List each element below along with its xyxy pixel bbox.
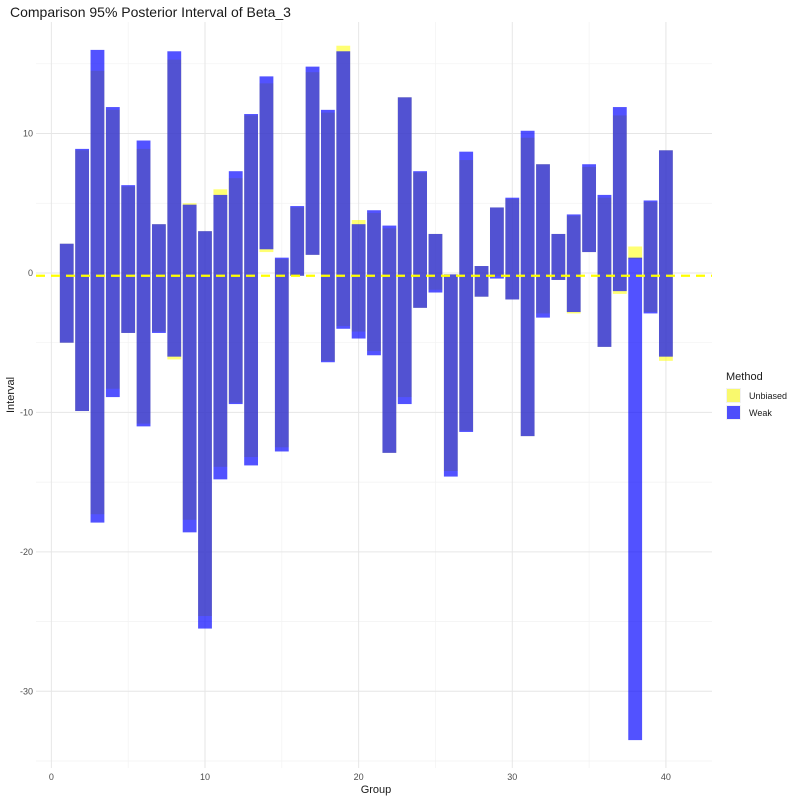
- weak-interval-bar: [489, 207, 504, 279]
- unbiased-legend-label: Unbiased: [749, 391, 787, 401]
- weak-interval-bar: [566, 214, 581, 313]
- weak-interval-bar: [75, 148, 90, 412]
- y-tick-label: -30: [20, 686, 33, 696]
- weak-interval-bar: [536, 164, 550, 318]
- weak-interval-bar: [612, 107, 627, 292]
- weak-interval-bar: [228, 171, 243, 405]
- tick-labels: 0 10 20 30 40 -30 -20 -10 0 10: [20, 129, 671, 782]
- weak-interval-bar: [459, 151, 474, 432]
- y-tick-label: -10: [20, 407, 33, 417]
- x-tick-label: 40: [661, 772, 671, 782]
- weak-interval-bar: [413, 171, 428, 308]
- weak-interval-bar: [397, 97, 412, 405]
- weak-interval-bar: [136, 140, 151, 427]
- weak-interval-bar: [367, 210, 381, 356]
- weak-interval-bar: [351, 224, 366, 339]
- chart-title: Comparison 95% Posterior Interval of Bet…: [10, 4, 291, 20]
- weak-interval-bar: [551, 233, 566, 280]
- weak-interval-bar: [167, 51, 182, 357]
- weak-interval-bar: [628, 257, 643, 741]
- weak-interval-bar: [643, 200, 658, 314]
- y-tick-label: -20: [20, 547, 33, 557]
- weak-interval-bar: [382, 225, 397, 453]
- weak-interval-bar: [505, 197, 520, 300]
- weak-interval-bar: [182, 204, 197, 533]
- weak-interval-bar: [244, 114, 259, 466]
- x-tick-label: 30: [507, 772, 517, 782]
- x-tick-label: 20: [354, 772, 364, 782]
- weak-legend-key: [727, 406, 740, 419]
- y-tick-label: 0: [28, 268, 33, 278]
- weak-interval-bar: [121, 185, 136, 333]
- bar-layer: [59, 45, 673, 741]
- weak-interval-bar: [520, 130, 535, 437]
- x-tick-label: 0: [49, 772, 54, 782]
- y-tick-label: 10: [23, 129, 33, 139]
- weak-interval-bar: [597, 194, 612, 347]
- weak-interval-bar: [90, 49, 105, 523]
- weak-interval-bar: [151, 224, 166, 333]
- unbiased-legend-key: [727, 389, 740, 402]
- weak-interval-bar: [105, 107, 120, 398]
- weak-interval-bar: [290, 206, 305, 276]
- weak-interval-bar: [443, 274, 458, 477]
- weak-interval-bar: [259, 76, 274, 250]
- x-tick-label: 10: [200, 772, 210, 782]
- weak-interval-bar: [59, 243, 74, 343]
- y-axis-title: Interval: [5, 377, 17, 413]
- x-axis-title: Group: [361, 784, 392, 796]
- weak-interval-bar: [274, 257, 289, 452]
- weak-interval-bar: [336, 51, 351, 329]
- unbiased-interval-bar: [628, 246, 643, 260]
- weak-interval-bar: [474, 266, 489, 297]
- legend-title: Method: [726, 371, 763, 383]
- weak-interval-bar: [320, 109, 335, 363]
- weak-interval-bar: [658, 150, 673, 357]
- legend: Method Unbiased Weak: [726, 371, 787, 420]
- weak-legend-label: Weak: [749, 408, 772, 418]
- weak-interval-bar: [198, 231, 212, 629]
- weak-interval-bar: [213, 194, 228, 480]
- weak-interval-bar: [582, 164, 597, 253]
- weak-interval-bar: [305, 66, 320, 255]
- weak-interval-bar: [428, 233, 443, 293]
